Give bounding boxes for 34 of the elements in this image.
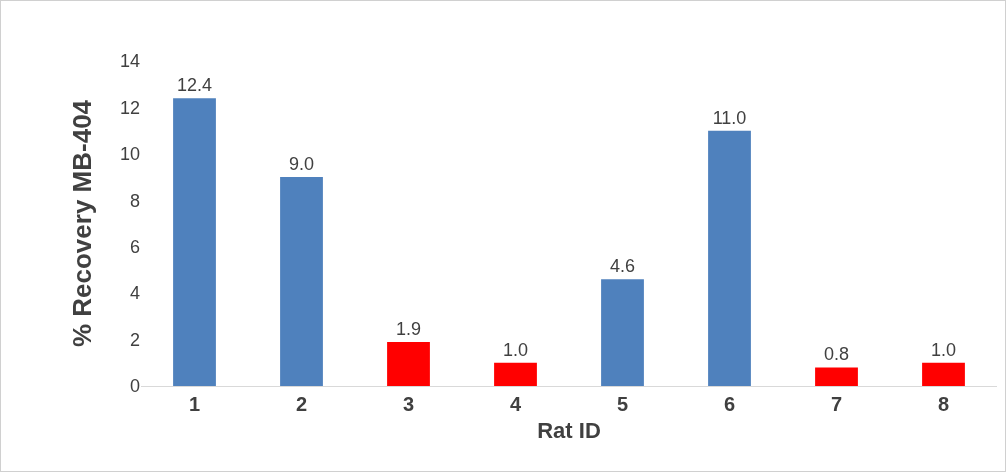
bar <box>173 98 216 386</box>
y-axis-title: % Recovery MB-404 <box>67 99 98 348</box>
bar <box>708 130 751 386</box>
data-label: 1.0 <box>930 339 957 360</box>
bar <box>280 177 323 386</box>
x-tick-label: 7 <box>830 393 843 415</box>
data-label: 12.4 <box>176 75 213 96</box>
bar <box>494 362 537 386</box>
data-label: 9.0 <box>288 154 315 175</box>
y-tick-label: 6 <box>129 237 140 258</box>
data-label: 11.0 <box>712 107 747 128</box>
bar <box>815 367 858 386</box>
y-tick-label: 4 <box>129 283 140 304</box>
x-tick-label: 5 <box>616 393 629 415</box>
data-label: 1.9 <box>395 318 422 339</box>
x-tick-label: 8 <box>937 393 950 415</box>
y-tick-label: 12 <box>119 97 140 118</box>
x-tick-label: 3 <box>402 393 415 415</box>
x-tick-label: 2 <box>295 393 308 415</box>
x-tick-label: 6 <box>723 393 736 415</box>
bar <box>387 341 430 386</box>
x-axis-title: Rat ID <box>537 417 601 443</box>
y-tick-label: 14 <box>119 51 140 72</box>
y-tick-label: 10 <box>119 144 140 165</box>
bar <box>601 279 644 386</box>
y-tick-label: 0 <box>129 376 140 397</box>
data-label: 1.0 <box>502 339 529 360</box>
x-tick-label: 4 <box>509 393 522 415</box>
y-tick-label: 2 <box>129 329 140 350</box>
bar <box>922 362 965 386</box>
y-tick-label: 8 <box>129 190 140 211</box>
data-label: 4.6 <box>609 256 636 277</box>
x-tick-label: 1 <box>188 393 201 415</box>
data-label: 0.8 <box>823 344 850 365</box>
